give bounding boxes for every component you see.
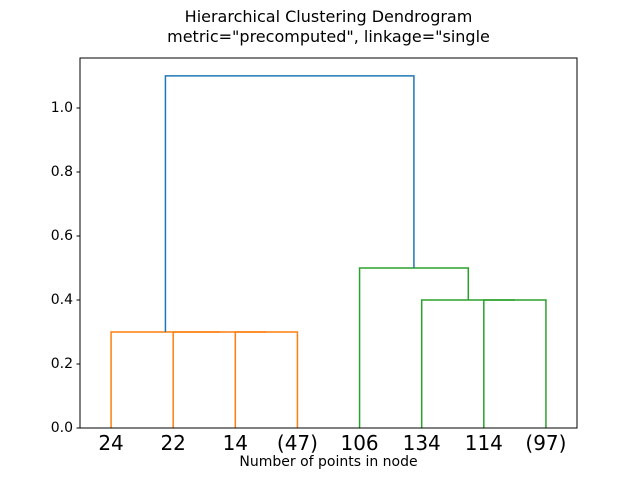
dendrogram-link [172,331,267,428]
leaf-label: 24 [98,431,124,455]
leaf-label: 106 [340,431,379,455]
axes-frame [79,57,578,429]
x-axis-label: Number of points in node [239,454,418,470]
leaf-label: 134 [402,431,441,455]
y-tick-label: 1.0 [50,99,73,116]
dendrogram-link [164,75,415,332]
dendrogram-link [483,299,547,428]
y-tick-label: 0.4 [50,291,73,308]
leaf-label: (97) [525,431,567,455]
dendrogram-link [420,299,515,428]
y-tick-label: 0.6 [50,227,73,244]
y-tick-label: 0.2 [50,355,73,372]
chart-title: Hierarchical Clustering Dendrogram [184,7,473,26]
leaf-label: 22 [160,431,186,455]
leaf-label: (47) [276,431,318,455]
dendrogram-link [110,331,220,428]
y-tick-label: 0.0 [50,420,73,436]
dendrogram-link [234,331,299,428]
leaf-label: 114 [464,431,503,455]
chart-subtitle: metric="precomputed", linkage="single [167,27,490,46]
dendrogram-link [358,267,470,428]
leaf-label: 14 [222,431,249,455]
y-tick-label: 0.8 [50,163,73,180]
